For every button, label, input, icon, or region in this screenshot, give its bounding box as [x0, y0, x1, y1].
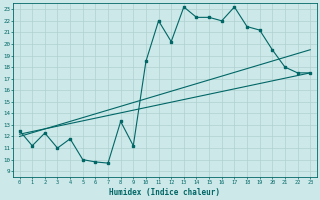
X-axis label: Humidex (Indice chaleur): Humidex (Indice chaleur)	[109, 188, 220, 197]
